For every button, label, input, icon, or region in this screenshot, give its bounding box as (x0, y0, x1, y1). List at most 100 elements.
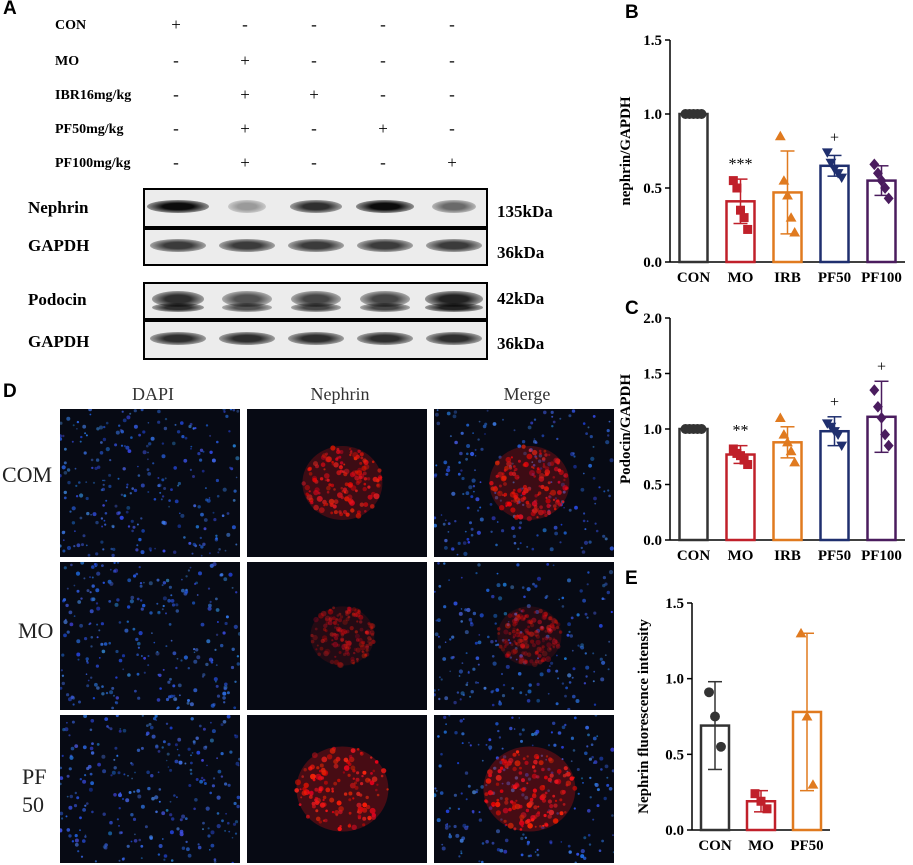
treatment-label-3: PF50mg/kg (55, 122, 124, 137)
treatment-sign: - (311, 153, 317, 172)
x-tick-label: CON (698, 838, 732, 854)
panel-label-e: E (625, 568, 638, 589)
treatment-sign: - (173, 85, 179, 104)
data-point (836, 441, 848, 452)
data-point (836, 173, 848, 184)
treatment-sign: - (311, 119, 317, 138)
blot-band (222, 303, 272, 312)
x-tick-label: PF100 (861, 270, 902, 286)
data-point (807, 779, 819, 789)
blot-band (147, 199, 209, 213)
treatment-label-4: PF100mg/kg (55, 156, 131, 171)
treatment-sign: + (309, 85, 319, 104)
x-tick-label: CON (677, 270, 711, 286)
treatment-sign: - (449, 85, 455, 104)
x-tick-label: PF50 (818, 270, 851, 286)
panel-label-b: B (625, 2, 639, 23)
data-point (782, 190, 793, 200)
data-point (869, 384, 880, 396)
data-point (876, 412, 887, 424)
treatment-sign: - (242, 15, 248, 34)
blot-label-nephrin: Nephrin (28, 198, 89, 217)
chart-c: 0.0 0.5 1.0 1.5 2.0 Podocin/GAPDH CON MO ** IRB PF… (618, 311, 905, 564)
significance-mark: + (830, 394, 839, 411)
blot-nephrin (143, 188, 488, 228)
y-tick-label: 0.0 (643, 533, 662, 549)
y-tick-label: 1.0 (665, 672, 684, 688)
bar (678, 112, 709, 264)
treatment-sign: - (173, 51, 179, 70)
treatment-sign: - (449, 15, 455, 34)
data-point (778, 175, 790, 185)
data-point (880, 428, 891, 441)
micrograph-tile (60, 715, 240, 863)
blot-band (288, 238, 344, 252)
micrograph-tile (60, 562, 240, 710)
data-point (795, 627, 807, 638)
y-axis-label: Podocin/GAPDH (618, 374, 634, 484)
blot-label-podocin: Podocin (28, 290, 87, 309)
blot-band (357, 331, 413, 345)
if-column-nephrin: Nephrin (310, 384, 370, 404)
data-point (743, 224, 753, 234)
data-point (732, 183, 742, 193)
y-axis-label: Nephrin fluorescence intensity (636, 619, 652, 814)
y-tick-label: 0.5 (665, 747, 684, 763)
treatment-sign: - (380, 15, 386, 34)
data-point (825, 158, 837, 169)
blot-band (360, 303, 410, 312)
treatment-sign: + (240, 51, 250, 70)
bar (819, 429, 850, 542)
micrograph-tile (434, 409, 614, 557)
blot-band (288, 331, 344, 345)
blot-band (426, 238, 482, 252)
treatment-sign: + (240, 153, 250, 172)
micrograph-tile (60, 409, 240, 557)
x-tick-label: PF50 (818, 548, 851, 564)
y-tick-label: 0.5 (643, 181, 662, 197)
data-point (704, 687, 714, 698)
blot-label-gapdh-2: GAPDH (28, 332, 90, 351)
significance-mark: + (830, 129, 839, 146)
data-point (832, 430, 844, 440)
y-tick-label: 1.0 (643, 422, 662, 438)
data-point (736, 205, 745, 215)
y-tick-label: 1.5 (643, 33, 662, 49)
data-point (762, 804, 772, 814)
if-column-merge: Merge (503, 384, 551, 404)
if-row-pf50: PF 50 (22, 764, 47, 817)
treatment-sign: - (311, 51, 317, 70)
blot-band (291, 303, 341, 312)
micrograph-tile (247, 715, 427, 863)
treatment-sign: + (447, 153, 457, 172)
data-point (785, 212, 797, 222)
blot-label-gapdh-1: GAPDH (28, 236, 90, 255)
x-tick-label: PF100 (861, 548, 902, 564)
blot-gapdh-2 (143, 320, 488, 360)
data-point (739, 213, 749, 223)
data-point (728, 176, 738, 186)
if-row-mo: MO (18, 618, 54, 643)
kda-gapdh-1: 36kDa (497, 243, 545, 262)
treatment-label-2: IBR16mg/kg (55, 88, 132, 103)
if-row-com: COM (2, 462, 53, 487)
data-point (789, 456, 801, 467)
data-point (743, 460, 753, 470)
treatment-sign: - (380, 51, 386, 70)
blot-band (151, 303, 205, 312)
x-tick-label: IRB (774, 270, 801, 286)
blot-band (355, 199, 415, 213)
treatment-sign: + (240, 119, 250, 138)
x-tick-label: PF50 (790, 838, 823, 854)
x-tick-label: MO (728, 548, 754, 564)
significance-mark: ** (733, 423, 749, 440)
treatment-sign: - (380, 153, 386, 172)
y-tick-label: 0.0 (643, 255, 662, 271)
blot-band (432, 199, 476, 213)
y-tick-label: 0.5 (643, 478, 662, 494)
y-tick-label: 1.5 (665, 596, 684, 612)
blot-band (289, 199, 343, 213)
chart-e: 0.0 0.5 1.0 1.5 Nephrin fluorescence intensi… (636, 596, 830, 854)
if-column-dapi: DAPI (131, 384, 174, 404)
micrograph-tile (247, 562, 427, 710)
